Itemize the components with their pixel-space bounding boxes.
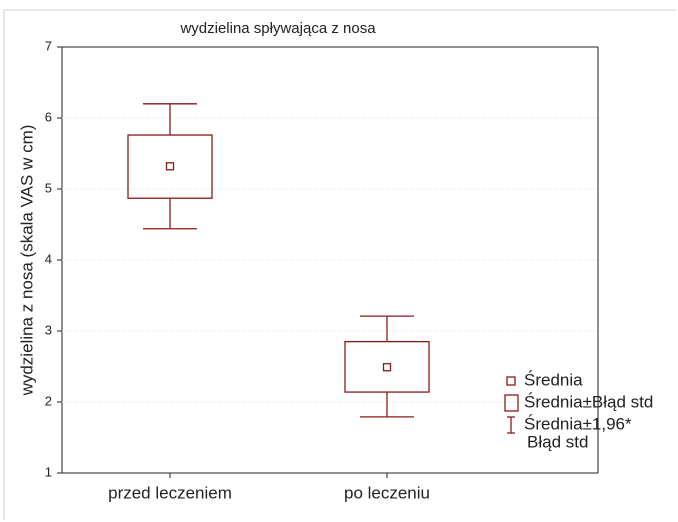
y-tick-label: 4 — [45, 251, 52, 266]
legend-symbol — [506, 376, 516, 386]
legend-symbol — [504, 394, 519, 412]
x-tick-label: po leczeniu — [344, 483, 430, 502]
legend-label: Błąd std — [527, 432, 588, 451]
y-tick-label: 6 — [45, 109, 52, 124]
box — [127, 134, 213, 199]
y-tick-label: 5 — [45, 180, 52, 195]
y-tick-label: 7 — [45, 38, 52, 53]
mean-marker — [382, 363, 392, 372]
legend-label: Średnia±Błąd std — [524, 392, 653, 411]
legend-label: Średnia±1,96* — [524, 414, 632, 433]
chart-title: wydzielina spływająca z nosa — [179, 20, 376, 37]
y-tick-label: 1 — [45, 464, 52, 479]
y-tick-label: 3 — [45, 322, 52, 337]
box — [344, 340, 430, 393]
legend-label: Średnia — [524, 370, 583, 389]
y-axis-label: wydzielina z nosa (skala VAS w cm) — [17, 125, 36, 397]
mean-marker — [165, 162, 175, 171]
y-tick-label: 2 — [45, 393, 52, 408]
x-tick-label: przed leczeniem — [108, 483, 232, 502]
